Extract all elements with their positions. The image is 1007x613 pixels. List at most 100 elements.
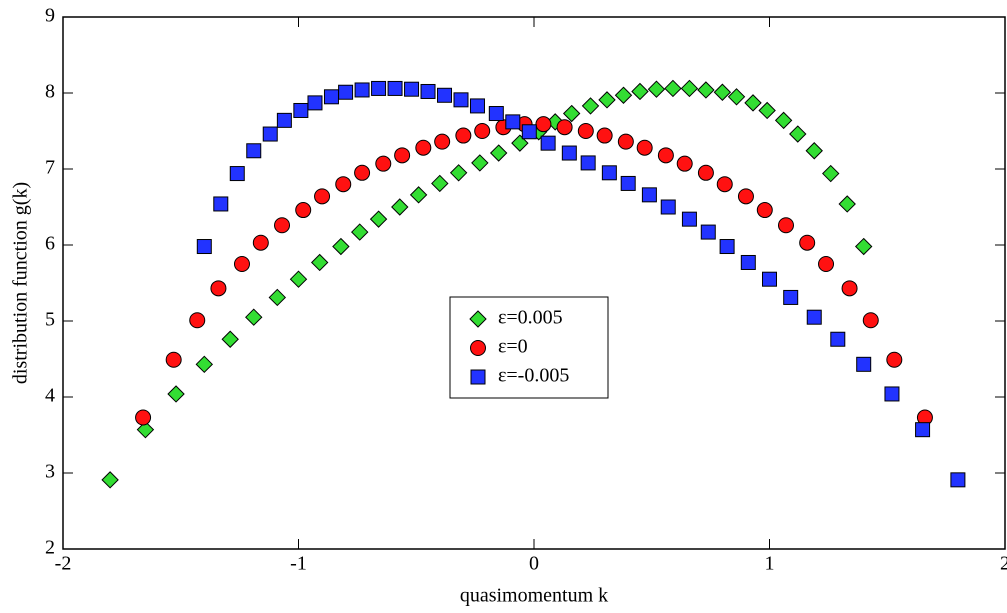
diamond-point (268, 288, 287, 307)
square-point (293, 102, 309, 118)
square-point (806, 309, 822, 325)
circle-point (841, 280, 858, 297)
square-point (453, 92, 469, 108)
circle-point (135, 409, 152, 426)
diamond-point (562, 104, 581, 123)
diamond-point (744, 94, 762, 112)
square-point (580, 155, 596, 171)
circle-point (252, 234, 269, 251)
diamond-point (245, 308, 263, 326)
y-tick-label: 9 (45, 5, 55, 27)
y-tick-label: 5 (45, 309, 55, 331)
y-tick-label: 7 (45, 157, 55, 179)
square-point (762, 271, 777, 287)
square-point (276, 112, 292, 128)
circle-point (636, 139, 653, 156)
x-tick-label: 1 (765, 553, 775, 575)
diamond-point (332, 237, 350, 256)
circle-point (474, 123, 491, 139)
square-point (246, 143, 262, 159)
diamond-point (289, 270, 308, 288)
diamond-point (431, 174, 449, 193)
square-point (620, 175, 636, 191)
diamond-point (195, 355, 214, 374)
y-tick-label: 4 (45, 385, 55, 407)
square-point (856, 356, 872, 372)
square-point (404, 81, 420, 97)
diamond-point (449, 164, 468, 182)
diamond-point (680, 79, 699, 98)
square-point (660, 199, 676, 215)
circle-point (737, 188, 754, 205)
circle-point (210, 280, 227, 297)
diamond-point (614, 86, 633, 104)
circle-point (676, 155, 693, 172)
diamond-point (310, 253, 329, 272)
diamond-point (727, 88, 746, 106)
circle-point (716, 176, 733, 193)
diamond-point (167, 385, 185, 403)
square-point (488, 106, 504, 122)
square-point (371, 80, 387, 96)
circle-point (335, 176, 352, 193)
diamond-point (221, 330, 239, 348)
square-point (884, 386, 900, 402)
square-point (196, 239, 212, 255)
legend-label: ε=0 (498, 336, 528, 358)
circle-point (314, 188, 331, 205)
diamond-point (469, 310, 487, 328)
plot-frame (62, 16, 1006, 550)
square-point (641, 187, 657, 203)
circle-point (657, 147, 674, 164)
x-tick-label: 0 (529, 553, 539, 575)
circle-point (295, 202, 312, 219)
circle-point (596, 127, 613, 144)
diamond-point (631, 82, 649, 101)
circle-point (434, 133, 451, 150)
square-point (681, 211, 697, 227)
circle-point (862, 312, 879, 329)
y-tick-label: 8 (45, 81, 55, 103)
diamond-point (774, 111, 793, 130)
circle-point (375, 155, 392, 172)
square-point (469, 98, 485, 114)
square-point (601, 165, 617, 181)
square-point (470, 369, 486, 385)
square-point (387, 80, 403, 96)
circle-point (189, 312, 206, 329)
circle-point (415, 139, 432, 156)
diamond-point (351, 223, 369, 241)
diamond-point (391, 198, 409, 216)
circle-point (233, 256, 250, 272)
y-tick-label: 6 (45, 233, 55, 255)
circle-point (886, 351, 903, 368)
square-point (229, 166, 245, 182)
circle-point (756, 202, 773, 219)
circle-point (697, 164, 714, 181)
square-point (540, 135, 556, 151)
square-point (505, 114, 521, 130)
square-point (338, 84, 354, 100)
square-point (700, 224, 716, 240)
circle-point (818, 256, 835, 272)
square-point (323, 89, 339, 105)
diamond-point (713, 83, 732, 101)
circle-point (470, 340, 486, 356)
diamond-point (805, 142, 823, 160)
circle-point (455, 127, 472, 144)
circle-point (777, 217, 794, 234)
circle-point (535, 116, 552, 133)
square-point (262, 126, 278, 142)
square-point (830, 331, 846, 347)
diamond-point (369, 210, 388, 228)
diamond-point (101, 471, 119, 489)
square-point (950, 472, 966, 488)
y-tick-label: 3 (45, 461, 55, 483)
circle-point (274, 217, 291, 234)
square-point (307, 95, 323, 111)
diamond-point (647, 80, 666, 98)
diamond-point (546, 113, 564, 131)
y-tick-label: 2 (45, 537, 55, 559)
